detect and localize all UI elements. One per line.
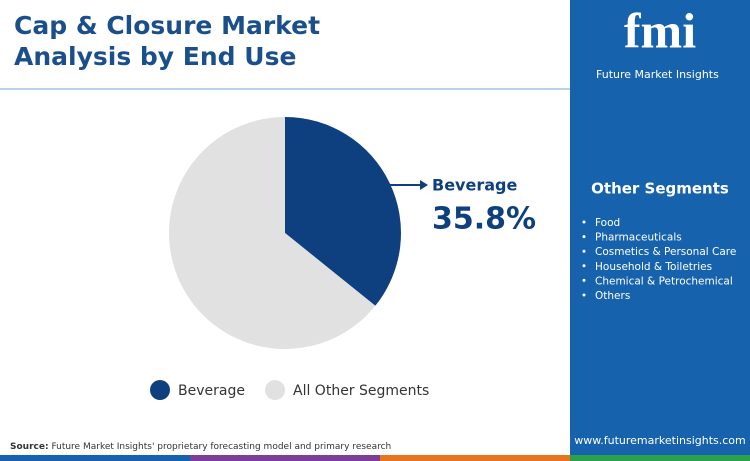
website: www.futuremarketinsights.com (574, 434, 746, 447)
callout-label: Beverage (432, 176, 517, 195)
segment-item: Household & Toiletries (595, 261, 712, 273)
bullet (582, 278, 586, 282)
logo: fmi (624, 2, 696, 58)
pie-slice (169, 117, 376, 349)
callout-arrowhead (420, 180, 428, 190)
segment-item: Others (595, 290, 630, 302)
source-text: Future Market Insights' proprietary fore… (51, 442, 391, 452)
sidebar (570, 0, 750, 461)
bullet (582, 235, 586, 239)
bullet (582, 293, 586, 297)
stripe (380, 455, 570, 461)
bullet (582, 249, 586, 253)
stripe (0, 455, 190, 461)
segment-item: Food (595, 217, 620, 229)
legend-label: Beverage (178, 383, 245, 399)
stripe (190, 455, 380, 461)
segment-item: Chemical & Petrochemical (595, 275, 733, 287)
source: Source: Future Market Insights' propriet… (10, 442, 391, 452)
legend-swatch (265, 380, 285, 400)
sidebar-heading: Other Segments (591, 180, 729, 198)
pie-slice (285, 117, 401, 306)
brand: Future Market Insights (596, 68, 719, 81)
segment-item: Pharmaceuticals (595, 232, 682, 244)
chart-title: Cap & Closure Market Analysis by End Use (14, 11, 321, 71)
legend-label: All Other Segments (293, 383, 429, 399)
bullet (582, 264, 586, 268)
stripe (570, 455, 750, 461)
segment-item: Cosmetics & Personal Care (595, 246, 736, 258)
source-label: Source: (10, 442, 49, 452)
bullet (582, 220, 586, 224)
data-label: 35.8% (432, 202, 536, 237)
legend-swatch (150, 380, 170, 400)
